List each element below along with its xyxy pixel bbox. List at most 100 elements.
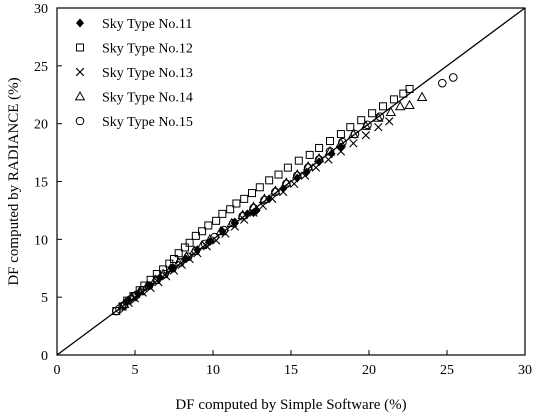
data-point [416, 91, 428, 101]
data-point [198, 227, 207, 236]
data-point [389, 95, 398, 104]
data-point [405, 84, 414, 93]
data-point [313, 152, 325, 163]
data-point [238, 211, 247, 221]
x-tick-label: 10 [206, 363, 220, 378]
data-point [361, 131, 371, 140]
data-point [218, 209, 227, 218]
y-tick-label: 20 [34, 118, 48, 133]
data-point [200, 239, 210, 249]
legend-marker [75, 18, 85, 28]
data-point [260, 195, 269, 205]
data-point [132, 290, 141, 300]
x-tick-label: 25 [440, 363, 454, 378]
data-point [119, 300, 129, 310]
data-point [204, 221, 213, 230]
series-3 [118, 117, 394, 311]
legend-marker [74, 91, 86, 101]
data-point [204, 233, 216, 244]
data-point [289, 179, 299, 189]
x-tick-label: 0 [54, 363, 61, 378]
data-point [249, 203, 258, 213]
data-point [363, 120, 372, 130]
y-tick-label: 30 [34, 2, 48, 17]
series-5 [111, 73, 458, 316]
data-point [255, 183, 264, 192]
reference-line [56, 7, 526, 356]
legend-item: Sky Type No.14 [74, 91, 193, 106]
plot-area [56, 7, 526, 356]
data-point [144, 281, 154, 290]
data-point [350, 129, 360, 139]
legend-label: Sky Type No.15 [102, 115, 193, 130]
legend-marker [76, 43, 84, 52]
data-point [215, 225, 227, 236]
data-point [448, 73, 458, 82]
x-tick-label: 5 [132, 363, 139, 378]
data-point [279, 187, 288, 197]
data-point [292, 171, 302, 181]
y-axis-title: DF computed by RADIANCE (%) [6, 77, 22, 285]
data-point [274, 170, 283, 179]
legend: Sky Type No.11 Sky Type No.12 Sky Type No.… [74, 17, 193, 130]
data-point [336, 130, 345, 139]
x-tick-label: 30 [518, 363, 532, 378]
data-point [346, 123, 355, 132]
data-point [259, 193, 270, 203]
legend-marker [75, 116, 85, 126]
x-tick-label: 15 [284, 363, 298, 378]
legend-marker [75, 67, 85, 77]
data-point [291, 169, 303, 179]
data-point [379, 102, 388, 111]
data-point [375, 112, 385, 122]
y-tick-label: 15 [34, 176, 48, 191]
data-point [160, 269, 169, 279]
data-point [336, 147, 346, 156]
data-point [126, 291, 138, 302]
legend-item: Sky Type No.11 [75, 17, 192, 32]
data-point [138, 285, 148, 295]
data-point [438, 78, 447, 88]
x-axis-title: DF computed by Simple Software (%) [175, 397, 406, 413]
data-point [294, 156, 303, 165]
data-point [170, 254, 178, 263]
legend-item: Sky Type No.12 [76, 42, 193, 57]
data-point [385, 106, 397, 116]
data-point [210, 232, 219, 242]
data-point [281, 177, 292, 187]
data-point [300, 171, 310, 180]
data-point [240, 194, 249, 203]
legend-item: Sky Type No.15 [75, 115, 193, 130]
data-point [126, 295, 135, 304]
data-point [265, 176, 274, 185]
data-point [311, 163, 321, 172]
legend-label: Sky Type No.12 [102, 42, 193, 57]
data-point [302, 161, 314, 171]
data-point [175, 258, 185, 267]
data-point [219, 225, 229, 235]
data-point [349, 139, 358, 148]
data-point [212, 216, 221, 225]
data-point [283, 163, 292, 172]
data-point [305, 150, 314, 159]
data-point [196, 239, 208, 250]
data-point [168, 263, 177, 273]
data-point [118, 298, 130, 309]
data-point [385, 117, 394, 126]
data-point [185, 238, 194, 247]
y-tick-label: 5 [41, 291, 48, 306]
data-point [326, 137, 334, 146]
data-point [357, 116, 366, 125]
y-tick-label: 10 [34, 233, 48, 248]
data-point [228, 218, 238, 228]
data-point [324, 155, 333, 164]
data-point [248, 201, 259, 211]
data-point [152, 275, 162, 285]
data-point [268, 194, 277, 204]
data-point [325, 147, 335, 156]
data-point [271, 187, 280, 197]
data-point [232, 199, 241, 208]
data-point [183, 252, 193, 261]
y-tick-label: 0 [41, 349, 48, 364]
